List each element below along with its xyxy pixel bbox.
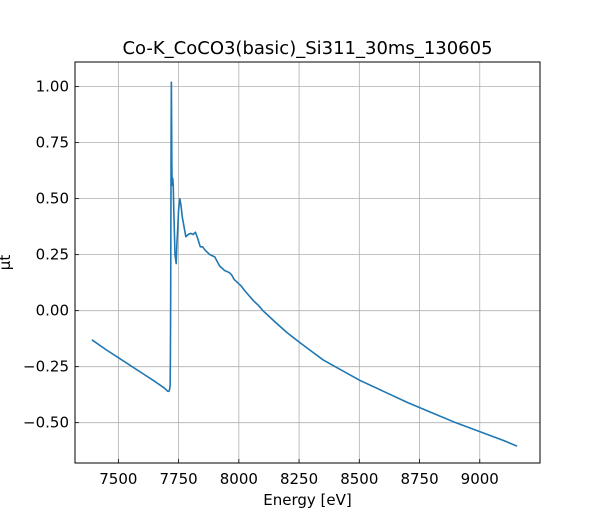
axis-ticks: 7500 7750 8000 8250 8500 8750 9000 −0.50 −0.25 0.… <box>23 78 499 488</box>
x-tick-label: 7500 <box>99 470 137 488</box>
x-tick-label: 8750 <box>400 470 438 488</box>
y-tick-label: 0.50 <box>36 190 69 208</box>
x-tick-label: 8500 <box>340 470 378 488</box>
x-axis-label: Energy [eV] <box>263 491 351 509</box>
y-tick-label: −0.50 <box>23 414 69 432</box>
x-tick-label: 8000 <box>220 470 258 488</box>
series-line <box>91 81 518 447</box>
x-tick-label: 8250 <box>280 470 318 488</box>
y-tick-label: 0.00 <box>36 302 69 320</box>
series-layer <box>91 81 518 447</box>
y-axis-label: μt <box>0 255 14 271</box>
x-tick-label: 9000 <box>461 470 499 488</box>
y-tick-label: −0.25 <box>23 358 69 376</box>
chart-title: Co-K_CoCO3(basic)_Si311_30ms_130605 <box>122 38 492 59</box>
x-tick-label: 7750 <box>160 470 198 488</box>
y-tick-label: 0.75 <box>36 134 69 152</box>
plot-frame <box>74 61 541 464</box>
y-tick-label: 1.00 <box>36 78 69 96</box>
y-tick-label: 0.25 <box>36 246 69 264</box>
grid <box>75 62 540 463</box>
